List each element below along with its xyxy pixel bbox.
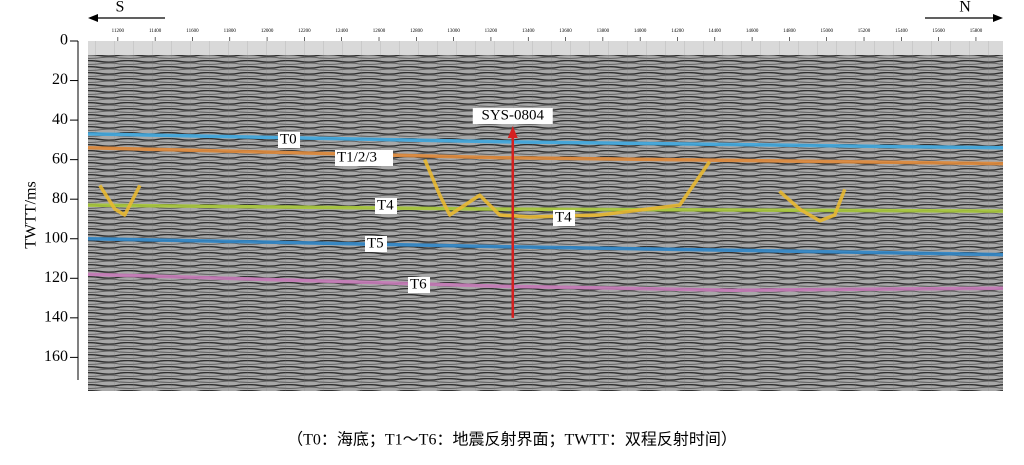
horizon-line xyxy=(87,272,1004,292)
horizon-label: T6 xyxy=(410,276,427,292)
horizon-label: T1/2/3 xyxy=(337,149,377,165)
x-tick-label: 14200 xyxy=(671,29,684,34)
x-tick-label: 15800 xyxy=(970,29,983,34)
horizon-label: T4 xyxy=(377,197,394,213)
x-tick-label: 11200 xyxy=(112,29,125,34)
direction-north: N xyxy=(959,0,971,16)
horizon-label: T5 xyxy=(367,235,384,251)
horizon-label-box xyxy=(278,132,300,148)
x-tick-label: 12600 xyxy=(373,29,386,34)
x-tick-label: 12000 xyxy=(261,29,274,34)
caption: （T0：海底；T1～T6：地震反射界面；TWTT：双程反射时间） xyxy=(287,431,737,449)
x-tick-label: 15000 xyxy=(820,29,833,34)
direction-south: S xyxy=(116,0,125,16)
y-tick-label: 80 xyxy=(52,190,68,207)
y-tick-label: 100 xyxy=(44,229,68,246)
profile-arrowhead xyxy=(507,126,518,139)
horizon-label: T4 xyxy=(555,209,572,225)
x-tick-label: 11600 xyxy=(186,29,199,34)
x-tick-label: 11800 xyxy=(224,29,237,34)
horizon-label-box xyxy=(335,150,393,166)
horizon-line xyxy=(98,158,847,223)
y-tick-label: 40 xyxy=(52,111,68,128)
x-tick-label: 12200 xyxy=(298,29,311,34)
y-tick-label: 160 xyxy=(44,348,68,365)
x-tick-label: 11400 xyxy=(149,29,162,34)
horizon-label-box xyxy=(553,210,575,226)
north-arrowhead xyxy=(993,14,1003,22)
x-tick-label: 14000 xyxy=(634,29,647,34)
y-tick-label: 140 xyxy=(44,309,68,326)
horizon-label-box xyxy=(365,236,387,252)
horizon-label-box xyxy=(375,198,397,214)
horizon-line xyxy=(87,146,1004,166)
x-tick-label: 14600 xyxy=(746,29,759,34)
profile-label: SYS-0804 xyxy=(482,107,545,123)
x-tick-label: 13800 xyxy=(597,29,610,34)
x-tick-label: 12400 xyxy=(335,29,348,34)
x-tick-label: 15600 xyxy=(932,29,945,34)
y-tick-label: 60 xyxy=(52,150,68,167)
profile-label-box xyxy=(472,108,553,125)
y-tick-label: 0 xyxy=(60,32,68,49)
x-tick-label: 13000 xyxy=(447,29,460,34)
y-tick-label: 20 xyxy=(52,71,68,88)
x-tick-label: 15200 xyxy=(858,29,871,34)
horizon-label-box xyxy=(408,277,430,293)
horizon-line xyxy=(87,236,1004,257)
x-tick-label: 14400 xyxy=(709,29,722,34)
x-tick-label: 15400 xyxy=(895,29,908,34)
x-tick-label: 12800 xyxy=(410,29,423,34)
horizon-label: T0 xyxy=(280,131,297,147)
x-tick-label: 14800 xyxy=(783,29,796,34)
x-tick-label: 13400 xyxy=(522,29,535,34)
horizon-line xyxy=(87,132,1004,150)
y-tick-label: 120 xyxy=(44,269,68,286)
south-arrowhead xyxy=(88,14,98,22)
x-tick-label: 13200 xyxy=(485,29,498,34)
y-axis-label: TWTT/ms xyxy=(23,181,40,249)
x-tick-label: 13600 xyxy=(559,29,572,34)
